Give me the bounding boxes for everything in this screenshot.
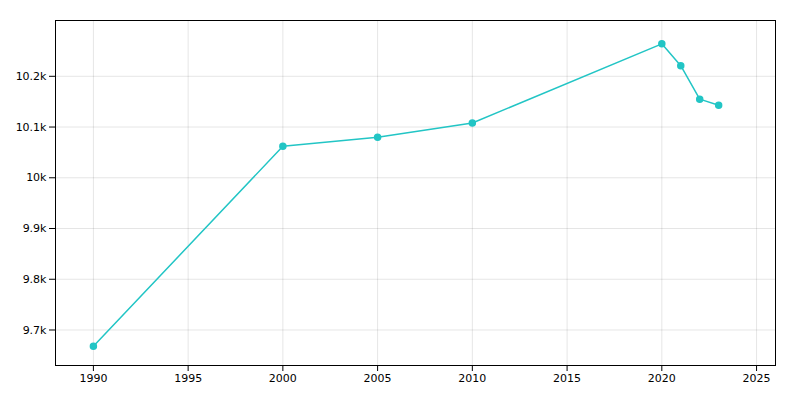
svg-text:10k: 10k — [26, 171, 47, 184]
svg-text:2005: 2005 — [364, 372, 392, 385]
svg-text:9.7k: 9.7k — [23, 324, 47, 337]
svg-text:1995: 1995 — [174, 372, 202, 385]
svg-text:2025: 2025 — [743, 372, 771, 385]
svg-text:2015: 2015 — [553, 372, 581, 385]
svg-text:9.8k: 9.8k — [23, 273, 47, 286]
svg-text:1990: 1990 — [79, 372, 107, 385]
svg-text:9.9k: 9.9k — [23, 222, 47, 235]
svg-text:2010: 2010 — [458, 372, 486, 385]
svg-text:2000: 2000 — [269, 372, 297, 385]
svg-text:2020: 2020 — [648, 372, 676, 385]
svg-text:10.2k: 10.2k — [16, 70, 47, 83]
svg-text:10.1k: 10.1k — [16, 121, 47, 134]
